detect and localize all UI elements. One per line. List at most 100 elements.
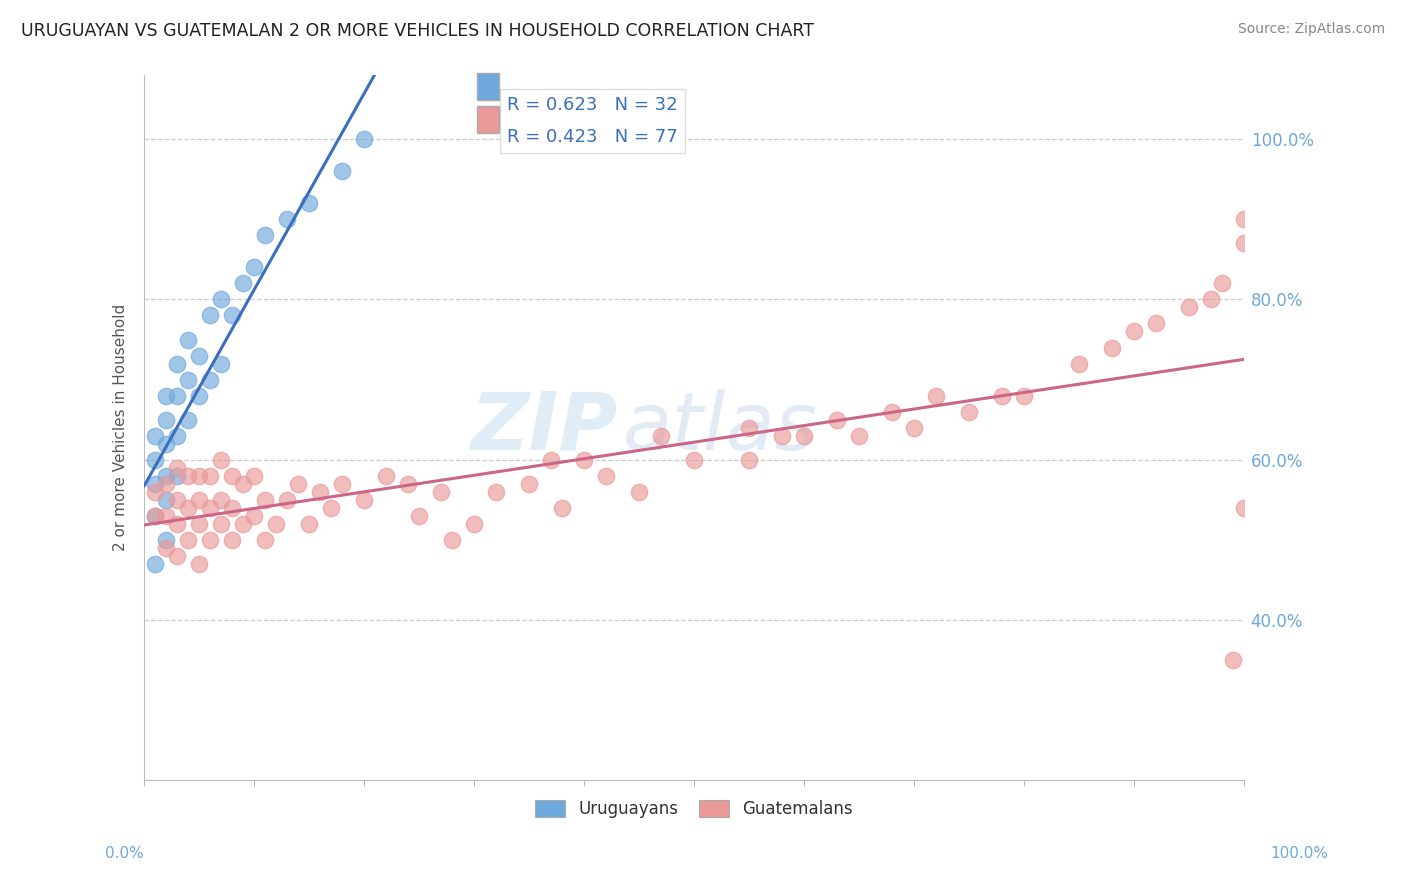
Point — [166, 492, 188, 507]
Point — [177, 412, 200, 426]
Point — [957, 404, 980, 418]
Point — [221, 468, 243, 483]
FancyBboxPatch shape — [478, 106, 499, 133]
Point — [540, 452, 562, 467]
Point — [209, 452, 232, 467]
FancyBboxPatch shape — [478, 73, 499, 100]
Point — [221, 533, 243, 547]
Point — [209, 516, 232, 531]
Point — [188, 468, 211, 483]
Point — [738, 452, 761, 467]
Point — [1101, 341, 1123, 355]
Point — [298, 516, 321, 531]
Point — [276, 492, 298, 507]
Point — [145, 557, 167, 571]
Point — [880, 404, 903, 418]
Point — [254, 533, 277, 547]
Point — [177, 468, 200, 483]
Point — [177, 500, 200, 515]
Point — [254, 492, 277, 507]
Text: atlas: atlas — [623, 389, 817, 467]
Point — [1211, 277, 1233, 291]
Point — [683, 452, 706, 467]
Point — [155, 389, 177, 403]
Point — [209, 293, 232, 307]
Point — [200, 373, 222, 387]
Point — [209, 357, 232, 371]
Point — [1233, 500, 1256, 515]
Point — [232, 277, 254, 291]
Point — [330, 476, 353, 491]
Point — [145, 428, 167, 442]
Text: 100.0%: 100.0% — [1271, 847, 1329, 861]
Point — [572, 452, 595, 467]
Point — [166, 549, 188, 563]
Point — [321, 500, 343, 515]
Point — [145, 508, 167, 523]
Point — [396, 476, 419, 491]
Point — [166, 357, 188, 371]
Point — [650, 428, 672, 442]
Point — [330, 164, 353, 178]
Point — [155, 436, 177, 450]
Point — [770, 428, 793, 442]
Point — [155, 412, 177, 426]
Point — [243, 468, 266, 483]
Point — [177, 533, 200, 547]
Point — [166, 460, 188, 475]
Point — [551, 500, 574, 515]
Point — [243, 260, 266, 275]
Legend: Uruguayans, Guatemalans: Uruguayans, Guatemalans — [529, 793, 859, 825]
Point — [463, 516, 485, 531]
Point — [375, 468, 398, 483]
Point — [188, 516, 211, 531]
Point — [1233, 212, 1256, 227]
Point — [1177, 301, 1199, 315]
Point — [155, 541, 177, 555]
Point — [145, 452, 167, 467]
Point — [1012, 389, 1035, 403]
Text: R = 0.623   N = 32
R = 0.423   N = 77: R = 0.623 N = 32 R = 0.423 N = 77 — [508, 96, 678, 146]
Point — [1222, 653, 1244, 667]
Point — [1233, 236, 1256, 251]
Point — [221, 309, 243, 323]
Point — [200, 309, 222, 323]
Point — [991, 389, 1014, 403]
Point — [595, 468, 617, 483]
Point — [145, 484, 167, 499]
Point — [925, 389, 948, 403]
Point — [188, 492, 211, 507]
Point — [266, 516, 288, 531]
Point — [177, 333, 200, 347]
Point — [738, 420, 761, 434]
Point — [200, 500, 222, 515]
Point — [628, 484, 651, 499]
Point — [155, 533, 177, 547]
Point — [353, 492, 375, 507]
Point — [145, 476, 167, 491]
Point — [1144, 317, 1167, 331]
Point — [441, 533, 464, 547]
Text: URUGUAYAN VS GUATEMALAN 2 OR MORE VEHICLES IN HOUSEHOLD CORRELATION CHART: URUGUAYAN VS GUATEMALAN 2 OR MORE VEHICL… — [21, 22, 814, 40]
Point — [188, 557, 211, 571]
Point — [243, 508, 266, 523]
Point — [155, 468, 177, 483]
Point — [145, 508, 167, 523]
Point — [166, 428, 188, 442]
Point — [200, 533, 222, 547]
Point — [793, 428, 815, 442]
Point — [1067, 357, 1090, 371]
Point — [309, 484, 332, 499]
Point — [155, 476, 177, 491]
Text: Source: ZipAtlas.com: Source: ZipAtlas.com — [1237, 22, 1385, 37]
Point — [166, 516, 188, 531]
Point — [155, 492, 177, 507]
Point — [353, 132, 375, 146]
Point — [287, 476, 309, 491]
Point — [188, 349, 211, 363]
Text: ZIP: ZIP — [470, 389, 617, 467]
Point — [276, 212, 298, 227]
Point — [166, 468, 188, 483]
Point — [1122, 325, 1144, 339]
Point — [209, 492, 232, 507]
